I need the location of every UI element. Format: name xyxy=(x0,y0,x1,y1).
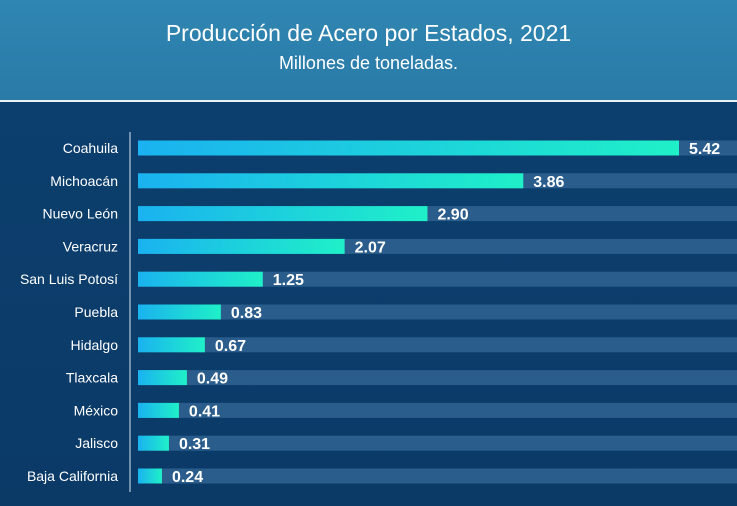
category-label: Baja California xyxy=(27,468,118,484)
bar-7 xyxy=(138,337,205,353)
value-label: 0.49 xyxy=(197,371,228,388)
value-label: 0.24 xyxy=(172,469,203,486)
plot-area: Coahuila 5.42 Michoacán 3.86 Nuevo León 2.90 V… xyxy=(0,102,737,506)
value-label: 0.67 xyxy=(215,338,246,355)
category-label: San Luis Potosí xyxy=(20,271,118,287)
bar-track xyxy=(138,468,737,484)
category-label: Michoacán xyxy=(50,173,118,189)
bar-8 xyxy=(138,370,187,386)
bar-chart: Coahuila 5.42 Michoacán 3.86 Nuevo León 2.90 V… xyxy=(20,132,737,492)
value-label: 5.42 xyxy=(689,141,720,158)
bar-9 xyxy=(138,402,179,418)
bar-6 xyxy=(138,304,221,320)
value-label: 2.07 xyxy=(355,239,386,256)
bar-5 xyxy=(138,271,263,287)
bar-1 xyxy=(138,140,679,156)
bar-10 xyxy=(138,435,169,451)
bar-track xyxy=(138,435,737,451)
bar-2 xyxy=(138,173,524,189)
value-label: 2.90 xyxy=(437,207,468,224)
category-label: Hidalgo xyxy=(71,337,119,353)
bar-track xyxy=(138,337,737,353)
value-label: 0.41 xyxy=(189,403,220,420)
category-label: Tlaxcala xyxy=(66,370,118,386)
bar-track xyxy=(138,271,737,287)
bar-11 xyxy=(138,468,162,484)
category-label: México xyxy=(74,402,119,418)
value-label: 1.25 xyxy=(273,272,304,289)
category-label: Jalisco xyxy=(75,435,118,451)
bar-track xyxy=(138,370,737,386)
category-label: Veracruz xyxy=(63,238,118,254)
bar-track xyxy=(138,402,737,418)
header-divider xyxy=(0,100,737,102)
category-label: Coahuila xyxy=(63,140,118,156)
value-label: 0.83 xyxy=(231,305,262,322)
chart-header: Producción de Acero por Estados, 2021 Mi… xyxy=(0,0,737,100)
bar-3 xyxy=(138,206,428,222)
category-label: Nuevo León xyxy=(42,206,118,222)
bar-4 xyxy=(138,238,345,254)
category-label: Puebla xyxy=(74,304,118,320)
chart-subtitle: Millones de toneladas. xyxy=(278,53,459,73)
bar-track xyxy=(138,304,737,320)
value-label: 0.31 xyxy=(179,436,210,453)
chart-title: Producción de Acero por Estados, 2021 xyxy=(165,20,572,46)
value-label: 3.86 xyxy=(533,174,564,191)
